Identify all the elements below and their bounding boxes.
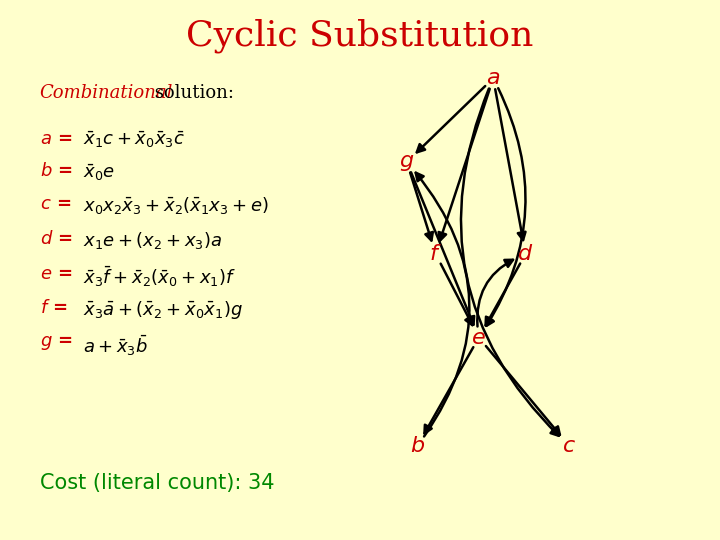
Text: $b$: $b$ [410, 435, 425, 456]
Text: $d$: $d$ [518, 243, 534, 265]
Text: $d$ =: $d$ = [40, 230, 73, 248]
Text: Cost (literal count): 34: Cost (literal count): 34 [40, 472, 274, 492]
Text: $\bar{x}_1c+\bar{x}_0\bar{x}_3\bar{c}$: $\bar{x}_1c+\bar{x}_0\bar{x}_3\bar{c}$ [83, 130, 185, 150]
Text: $a$ =: $a$ = [40, 130, 72, 147]
Text: Cyclic Substitution: Cyclic Substitution [186, 19, 534, 53]
Text: $e$: $e$ [472, 327, 486, 348]
Text: $c$: $c$ [562, 435, 576, 456]
Text: $\bar{x}_0e$: $\bar{x}_0e$ [83, 162, 115, 183]
Text: $g$: $g$ [399, 151, 415, 173]
Text: $\bar{x}_3\bar{f}+\bar{x}_2(\bar{x}_0 + x_1)f$: $\bar{x}_3\bar{f}+\bar{x}_2(\bar{x}_0 + … [83, 265, 235, 289]
Text: $f$ =: $f$ = [40, 299, 68, 317]
Text: $a+\bar{x}_3\bar{b}$: $a+\bar{x}_3\bar{b}$ [83, 334, 148, 359]
Text: $f$: $f$ [429, 243, 442, 265]
Text: Combinational: Combinational [40, 84, 173, 102]
Text: $e$ =: $e$ = [40, 265, 72, 282]
Text: $\bar{x}_3\bar{a}+(\bar{x}_2 + \bar{x}_0\bar{x}_1)g$: $\bar{x}_3\bar{a}+(\bar{x}_2 + \bar{x}_0… [83, 299, 243, 321]
Text: $a$: $a$ [486, 68, 500, 89]
Text: $x_1e+(x_2 + x_3)a$: $x_1e+(x_2 + x_3)a$ [83, 230, 222, 251]
Text: $g$ =: $g$ = [40, 334, 73, 352]
Text: $x_0x_2\bar{x}_3 + \bar{x}_2(\bar{x}_1x_3 + e)$: $x_0x_2\bar{x}_3 + \bar{x}_2(\bar{x}_1x_… [83, 195, 269, 217]
Text: $c$ =: $c$ = [40, 195, 71, 213]
Text: $b$ =: $b$ = [40, 162, 73, 180]
Text: solution:: solution: [149, 84, 234, 102]
